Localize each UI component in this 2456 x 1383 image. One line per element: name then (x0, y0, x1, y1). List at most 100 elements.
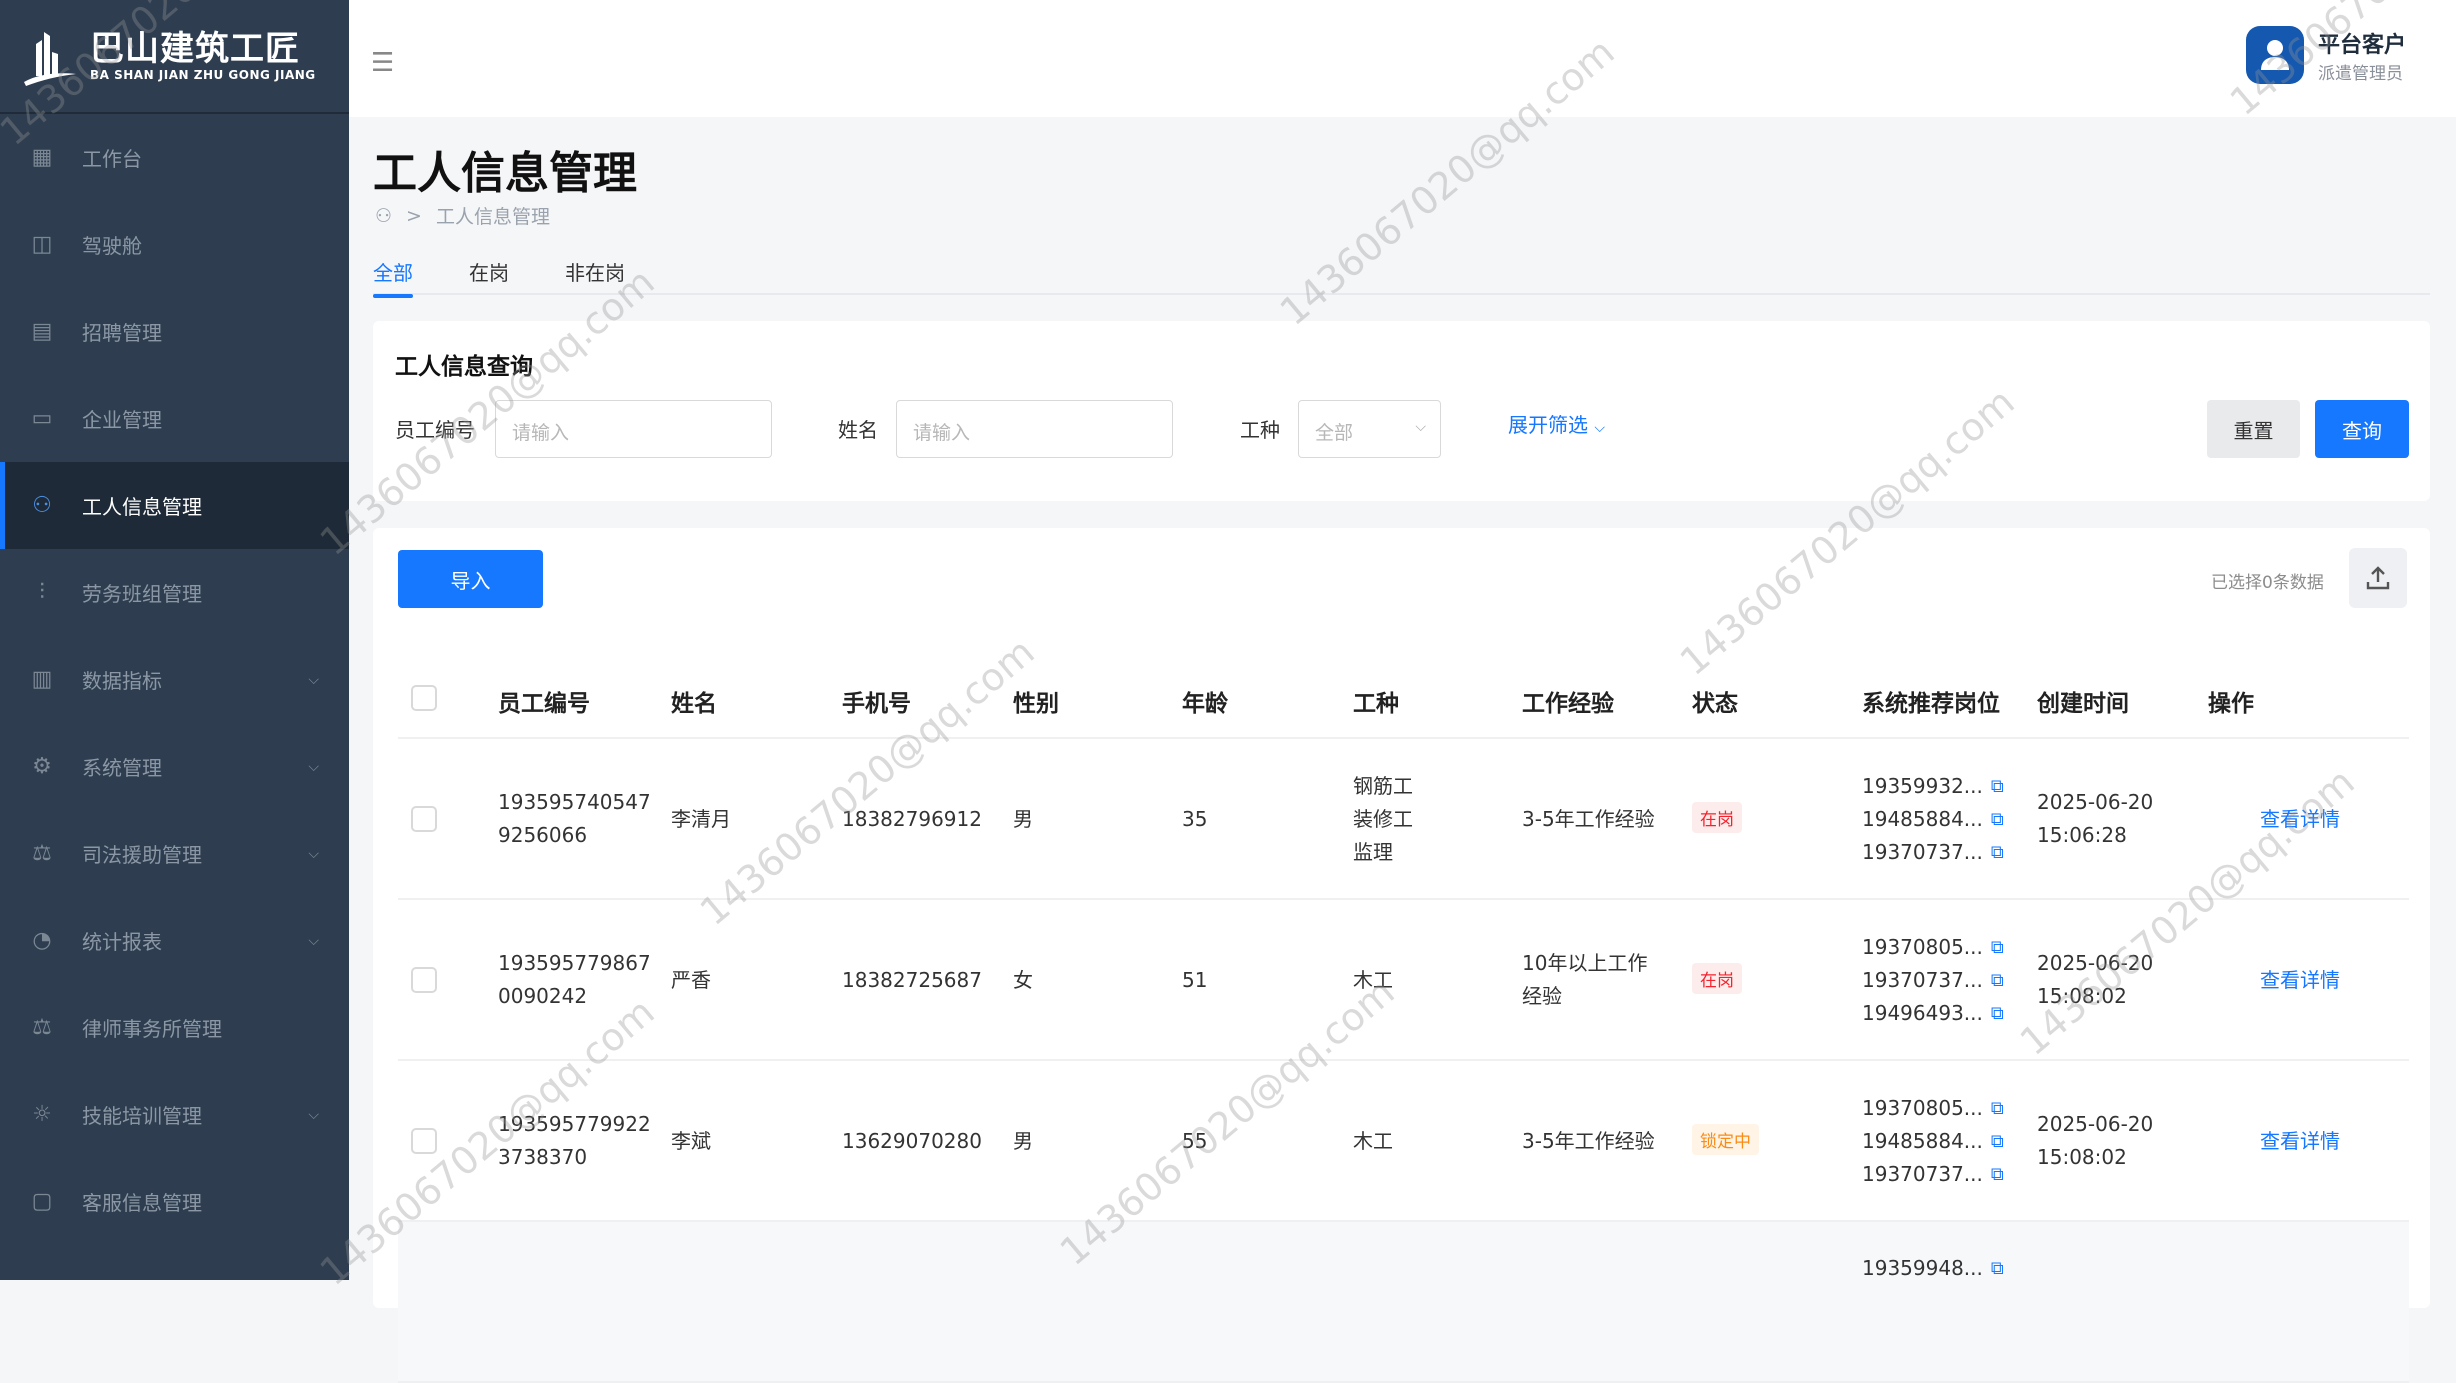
user-role: 派遣管理员 (2317, 63, 2403, 84)
name-input[interactable]: 请输入 (896, 400, 1173, 458)
employee-id-line: 0090242 (498, 984, 588, 1008)
breadcrumb-item[interactable]: 工人信息管理 (435, 206, 550, 228)
user-profile[interactable]: 平台客户 派遣管理员 (2245, 26, 2406, 84)
recommended-position: 19370805... ⧉ (1862, 1092, 2004, 1125)
copy-icon[interactable]: ⧉ (1990, 1258, 2004, 1279)
sidebar-item[interactable]: ▭ 企业管理 (0, 375, 349, 462)
trade: 木工 (1353, 964, 1393, 997)
position-id: 19370737... (1862, 1161, 1983, 1186)
sidebar-item[interactable]: ⚖ 律师事务所管理 (0, 984, 349, 1071)
page-title: 工人信息管理 (373, 148, 637, 199)
sidebar-item-label: 技能培训管理 (82, 1104, 202, 1128)
created-time: 2025-06-20 15:08:02 (2037, 1108, 2153, 1174)
upload-icon (2366, 566, 2390, 590)
position-id: 19370737... (1862, 967, 1983, 992)
worker-name: 李斌 (671, 1129, 711, 1153)
bulb-icon: ☼ (32, 1102, 52, 1127)
view-details-link[interactable]: 查看详情 (2260, 968, 2340, 992)
scale-icon: ⚖ (32, 1015, 52, 1040)
trade-line: 监理 (1353, 839, 1393, 864)
recommended-positions: 19359948... ⧉ (1862, 1252, 2004, 1285)
trade: 木工 (1353, 1125, 1393, 1158)
created-time-line: 2025-06-20 (2037, 951, 2154, 975)
import-button[interactable]: 导入 (398, 550, 543, 608)
view-details-link[interactable]: 查看详情 (2260, 807, 2340, 831)
sidebar-item[interactable]: ⫶ 劳务班组管理 (0, 549, 349, 636)
sidebar-item[interactable]: ▤ 招聘管理 (0, 288, 349, 375)
copy-icon[interactable]: ⧉ (1990, 1130, 2004, 1152)
reset-button[interactable]: 重置 (2207, 400, 2300, 458)
copy-icon[interactable]: ⧉ (1990, 969, 2004, 991)
column-header: 姓名 (671, 691, 717, 717)
sidebar-item[interactable]: ⚇ 工人信息管理 (0, 462, 349, 549)
sidebar-item-label: 驾驶舱 (82, 234, 142, 258)
employee-id-line: 9256066 (498, 823, 588, 847)
sidebar-item-label: 系统管理 (82, 756, 162, 780)
sidebar-item[interactable]: ◫ 驾驶舱 (0, 201, 349, 288)
row-checkbox[interactable] (411, 806, 437, 832)
sidebar-item[interactable]: ▢ 客服信息管理 (0, 1158, 349, 1245)
grid-icon: ▦ (31, 145, 53, 170)
sidebar-item[interactable]: ▦ 工作台 (0, 114, 349, 201)
sidebar-menu: ▦ 工作台 ◫ 驾驶舱 ▤ 招聘管理 ▭ 企业管理 ⚇ 工人信息管理 ⫶ 劳务班组管理 ▥ 数据指标 ⌵ ⚙ 系… (0, 114, 349, 1245)
gender: 女 (1013, 968, 1033, 992)
copy-icon[interactable]: ⧉ (1990, 1163, 2004, 1185)
status-badge: 锁定中 (1692, 1124, 1759, 1155)
sidebar-item[interactable]: ▥ 数据指标 ⌵ (0, 636, 349, 723)
chart-line-icon: ◫ (31, 232, 53, 257)
brand-logo[interactable]: 巴山建筑工匠 BA SHAN JIAN ZHU GONG JIANG (0, 0, 349, 114)
worker-name: 李清月 (671, 807, 731, 831)
copy-icon[interactable]: ⧉ (1990, 775, 2004, 797)
employee-id-input[interactable]: 请输入 (495, 400, 772, 458)
column-header: 操作 (2208, 691, 2254, 717)
view-details-link[interactable]: 查看详情 (2260, 1129, 2340, 1153)
tab-on-duty[interactable]: 在岗 (469, 261, 509, 285)
table-header: 员工编号 姓名 手机号 性别 年龄 工种 工作经验 状态 系统推荐岗位 创建时间 操作 (398, 658, 2409, 739)
user-name: 平台客户 (2317, 32, 2406, 58)
trade: 钢筋工 装修工 监理 (1353, 770, 1413, 869)
employee-id-line: 193595740547 (498, 790, 651, 814)
copy-icon[interactable]: ⧉ (1990, 841, 2004, 863)
copy-icon[interactable]: ⧉ (1990, 808, 2004, 830)
copy-icon[interactable]: ⧉ (1990, 1002, 2004, 1024)
copy-icon[interactable]: ⧉ (1990, 936, 2004, 958)
row-checkbox[interactable] (411, 967, 437, 993)
column-header: 手机号 (842, 691, 911, 717)
query-button[interactable]: 查询 (2315, 400, 2409, 458)
tab-off-duty[interactable]: 非在岗 (565, 261, 625, 285)
position-id: 19370737... (1862, 839, 1983, 864)
tab-all[interactable]: 全部 (373, 255, 413, 298)
trade-select[interactable]: 全部 ⌵ (1298, 400, 1441, 458)
sidebar-item[interactable]: ⚖ 司法援助管理 ⌵ (0, 810, 349, 897)
sidebar-item[interactable]: ◔ 统计报表 ⌵ (0, 897, 349, 984)
phone-number: 13629070280 (842, 1129, 982, 1153)
phone-number: 18382796912 (842, 807, 982, 831)
recommended-position: 19485884... ⧉ (1862, 1125, 2004, 1158)
sidebar-item[interactable]: ⚙ 系统管理 ⌵ (0, 723, 349, 810)
sidebar-item[interactable]: ☼ 技能培训管理 ⌵ (0, 1071, 349, 1158)
created-time-line: 15:08:02 (2037, 1145, 2127, 1169)
column-header: 状态 (1692, 691, 1738, 717)
chevron-down-icon: ⌵ (1594, 420, 1605, 436)
trade-line: 木工 (1353, 967, 1393, 992)
experience-line: 10年以上工作 (1522, 951, 1648, 975)
sidebar-item-label: 数据指标 (82, 669, 162, 693)
copy-icon[interactable]: ⧉ (1990, 1097, 2004, 1119)
menu-collapse-icon[interactable]: ☰ (371, 48, 395, 78)
expand-filter-link[interactable]: 展开筛选 ⌵ (1508, 409, 1605, 438)
trade-line: 装修工 (1353, 806, 1413, 831)
column-header: 年龄 (1182, 691, 1228, 717)
row-checkbox[interactable] (411, 1128, 437, 1154)
table-row: 193595740547 9256066 李清月 18382796912 男 35 钢筋工装… (398, 739, 2409, 900)
selected-count: 已选择0条数据 (2211, 573, 2324, 593)
export-button[interactable] (2349, 548, 2407, 608)
recommended-position: 19370737... ⧉ (1862, 964, 2004, 997)
chevron-down-icon: ⌵ (308, 932, 319, 949)
recommended-positions: 19370805... ⧉ 19485884... ⧉ 19370737... ⧉ (1862, 1092, 2004, 1191)
position-id: 19485884... (1862, 806, 1983, 831)
sidebar-item-label: 招聘管理 (82, 321, 162, 345)
select-all-checkbox[interactable] (411, 685, 437, 711)
created-time: 2025-06-20 15:08:02 (2037, 947, 2153, 1013)
experience-line: 3-5年工作经验 (1522, 806, 1655, 831)
chevron-down-icon: ⌵ (308, 1106, 319, 1123)
